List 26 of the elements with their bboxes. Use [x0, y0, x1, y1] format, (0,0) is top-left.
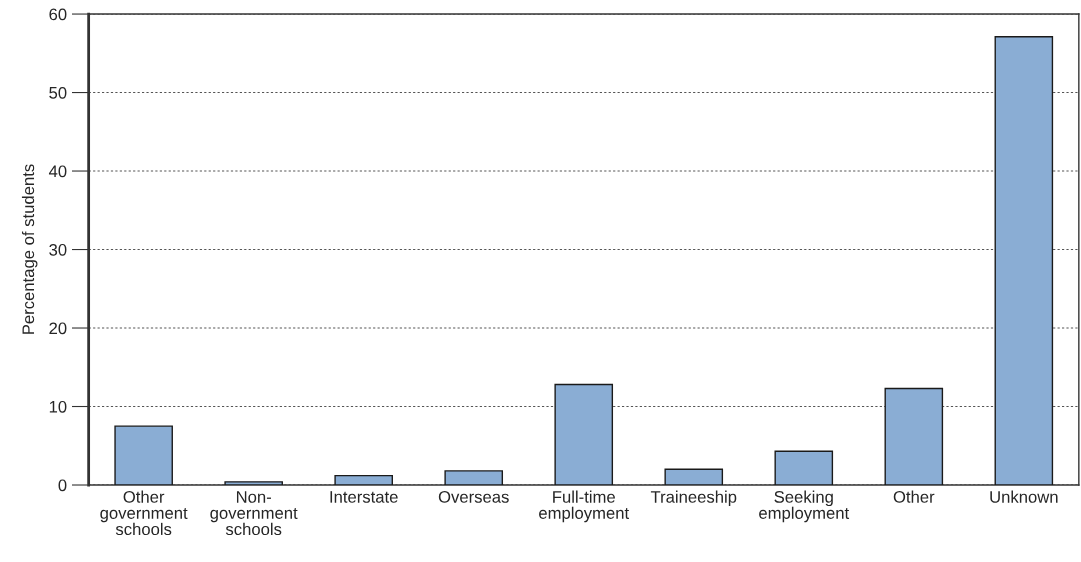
x-tick-label: Overseas — [438, 491, 509, 503]
y-tick-label: 10 — [49, 400, 67, 413]
bar — [774, 450, 834, 486]
y-tick-label: 0 — [58, 479, 67, 492]
x-tick-label: Interstate — [330, 491, 398, 503]
bar — [444, 470, 504, 486]
bar — [114, 425, 173, 486]
bar — [994, 36, 1054, 486]
y-tick-label: 20 — [49, 322, 67, 335]
x-tick-label: Other — [893, 490, 935, 503]
x-tick-label: Traineeship — [650, 490, 737, 507]
x-tick-label: Non- government schools — [210, 491, 298, 536]
y-tick-label: 30 — [49, 243, 67, 256]
x-tick-label: Full-time employment — [539, 490, 630, 523]
y-tick-label: 60 — [49, 8, 67, 21]
x-tick-label: Unknown — [990, 490, 1058, 503]
bar — [664, 468, 724, 486]
y-tick-label: 50 — [49, 86, 67, 99]
y-axis-title: Percentage of students — [21, 164, 38, 334]
bar — [224, 481, 283, 486]
bar — [554, 383, 614, 486]
x-tick-label: Seeking employment — [759, 490, 850, 523]
bar — [334, 474, 393, 486]
bar — [884, 387, 944, 486]
y-tick-label: 40 — [48, 165, 67, 178]
x-tick-label: Other government schools — [100, 490, 188, 536]
